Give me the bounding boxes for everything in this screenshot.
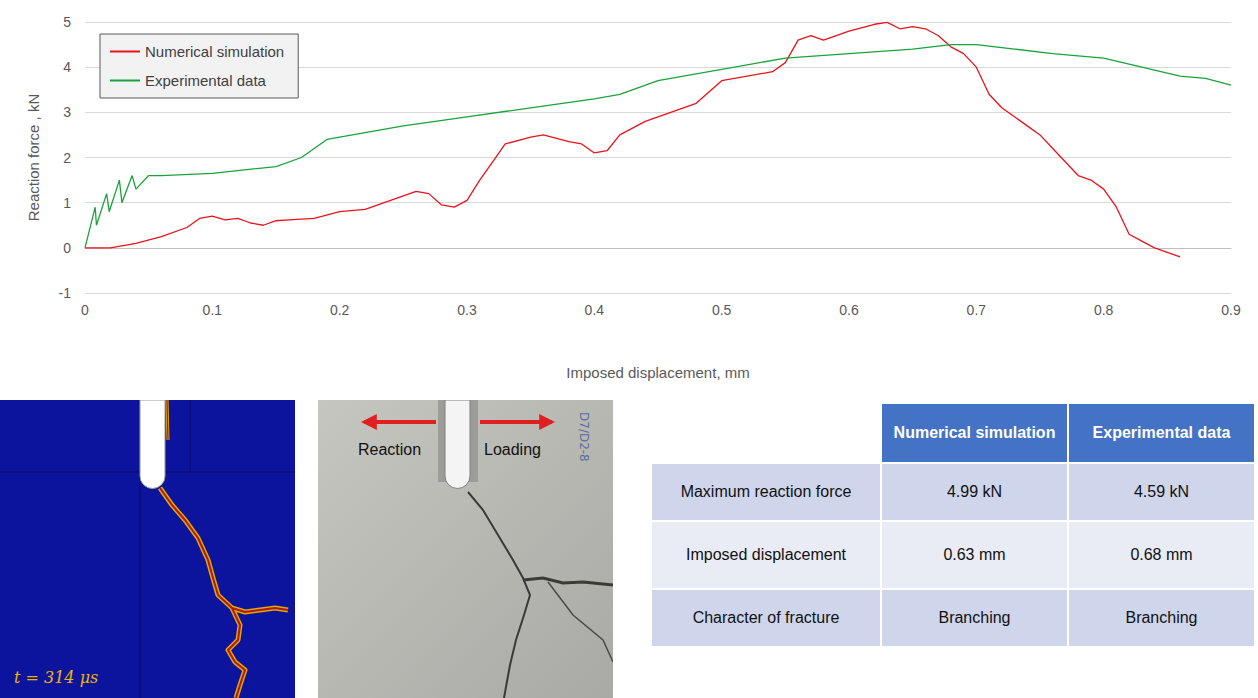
html-text:Branching: Branching: [938, 609, 1011, 626]
svg-text:0: 0: [81, 302, 89, 318]
svg-text:Imposed displacement, mm: Imposed displacement, mm: [566, 364, 749, 381]
svg-text:1: 1: [63, 195, 71, 211]
svg-text:2: 2: [63, 150, 71, 166]
html-text:Branching: Branching: [1125, 609, 1198, 626]
svg-text:0.2: 0.2: [330, 302, 350, 318]
svg-text:4: 4: [63, 59, 71, 75]
svg-text:Numerical simulation: Numerical simulation: [145, 43, 284, 60]
svg-text:0.6: 0.6: [839, 302, 859, 318]
svg-text:0.8: 0.8: [1094, 302, 1114, 318]
svg-text:3: 3: [63, 104, 71, 120]
svg-text:Reaction force , kN: Reaction force , kN: [25, 94, 42, 222]
html-text:Imposed displacement: Imposed displacement: [686, 546, 846, 563]
svg-text:0.9: 0.9: [1221, 302, 1241, 318]
svg-text:0.7: 0.7: [967, 302, 987, 318]
html-text:0.63 mm: 0.63 mm: [943, 546, 1006, 563]
html-text:Experimental data: Experimental data: [1092, 424, 1231, 441]
html-text:Numerical simulation: Numerical simulation: [893, 424, 1056, 441]
html-text:4.99 kN: 4.99 kN: [946, 483, 1003, 500]
svg-text:0.3: 0.3: [457, 302, 477, 318]
svg-text:0.5: 0.5: [712, 302, 732, 318]
svg-text:Reaction: Reaction: [358, 441, 421, 458]
html-text:0.68 mm: 0.68 mm: [1130, 546, 1193, 563]
svg-text:t = 314 μs: t = 314 μs: [14, 668, 98, 687]
svg-text:5: 5: [63, 14, 71, 30]
html-text:Maximum reaction force: Maximum reaction force: [680, 483, 852, 500]
svg-text:Loading: Loading: [484, 441, 541, 458]
html-text:Character of fracture: Character of fracture: [692, 609, 840, 626]
svg-text:Experimental data: Experimental data: [145, 72, 267, 89]
svg-text:0.4: 0.4: [585, 302, 605, 318]
svg-text:D7/D2-8: D7/D2-8: [577, 412, 591, 462]
svg-text:0.1: 0.1: [203, 302, 223, 318]
svg-text:0: 0: [63, 240, 71, 256]
html-text:4.59 kN: 4.59 kN: [1133, 483, 1190, 500]
svg-text:-1: -1: [59, 285, 72, 301]
